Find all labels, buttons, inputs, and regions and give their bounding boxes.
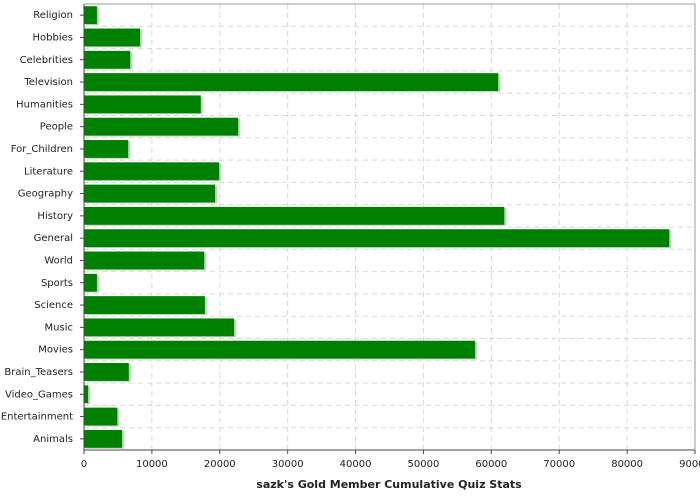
y-tick-label: Literature — [24, 166, 73, 177]
y-tick-label: General — [34, 233, 73, 244]
y-tick-label: World — [44, 255, 73, 266]
x-tick-label: 90000 — [679, 459, 700, 470]
y-tick-label: Video_Games — [5, 389, 73, 400]
bar — [84, 140, 129, 158]
y-tick-label: Entertainment — [1, 412, 73, 423]
bar — [84, 385, 89, 404]
x-axis-label: sazk's Gold Member Cumulative Quiz Stats — [256, 478, 522, 491]
bar — [84, 50, 131, 69]
bar — [84, 251, 205, 270]
y-tick-label: History — [37, 211, 73, 222]
y-tick-label: Television — [23, 77, 73, 88]
y-tick-label: For_Children — [11, 144, 73, 155]
bar — [84, 162, 220, 181]
y-tick-label: Animals — [33, 434, 73, 445]
x-tick-label: 30000 — [272, 459, 304, 470]
x-tick-label: 80000 — [611, 459, 643, 470]
y-tick-label: Movies — [38, 345, 73, 356]
y-tick-label: Sports — [41, 278, 73, 289]
x-tick-label: 0 — [81, 459, 87, 470]
y-tick-label: Humanities — [16, 99, 73, 110]
bar — [84, 296, 205, 314]
bar — [84, 117, 239, 136]
x-tick-label: 70000 — [543, 459, 575, 470]
x-tick-label: 50000 — [408, 459, 440, 470]
bar — [84, 429, 123, 448]
bar — [84, 318, 235, 337]
x-tick-label: 60000 — [475, 459, 507, 470]
bar — [84, 229, 670, 248]
bar — [84, 6, 97, 25]
y-tick-label: Celebrities — [20, 55, 73, 66]
y-tick-label: Brain_Teasers — [4, 367, 73, 378]
y-tick-label: Hobbies — [33, 32, 73, 43]
bar — [84, 73, 499, 91]
y-tick-label: Religion — [33, 10, 73, 21]
x-tick-label: 10000 — [136, 459, 168, 470]
bar — [84, 184, 216, 203]
bar — [84, 28, 141, 47]
y-tick-label: Science — [34, 300, 73, 311]
bar — [84, 95, 201, 114]
y-tick-label: Music — [45, 322, 73, 333]
bar — [84, 363, 129, 381]
bar — [84, 206, 505, 225]
bar — [84, 407, 118, 426]
bar — [84, 340, 476, 359]
y-tick-label: People — [40, 122, 73, 133]
y-tick-label: Geography — [18, 189, 73, 200]
x-tick-label: 20000 — [204, 459, 236, 470]
bar — [84, 273, 97, 292]
x-tick-label: 40000 — [340, 459, 372, 470]
